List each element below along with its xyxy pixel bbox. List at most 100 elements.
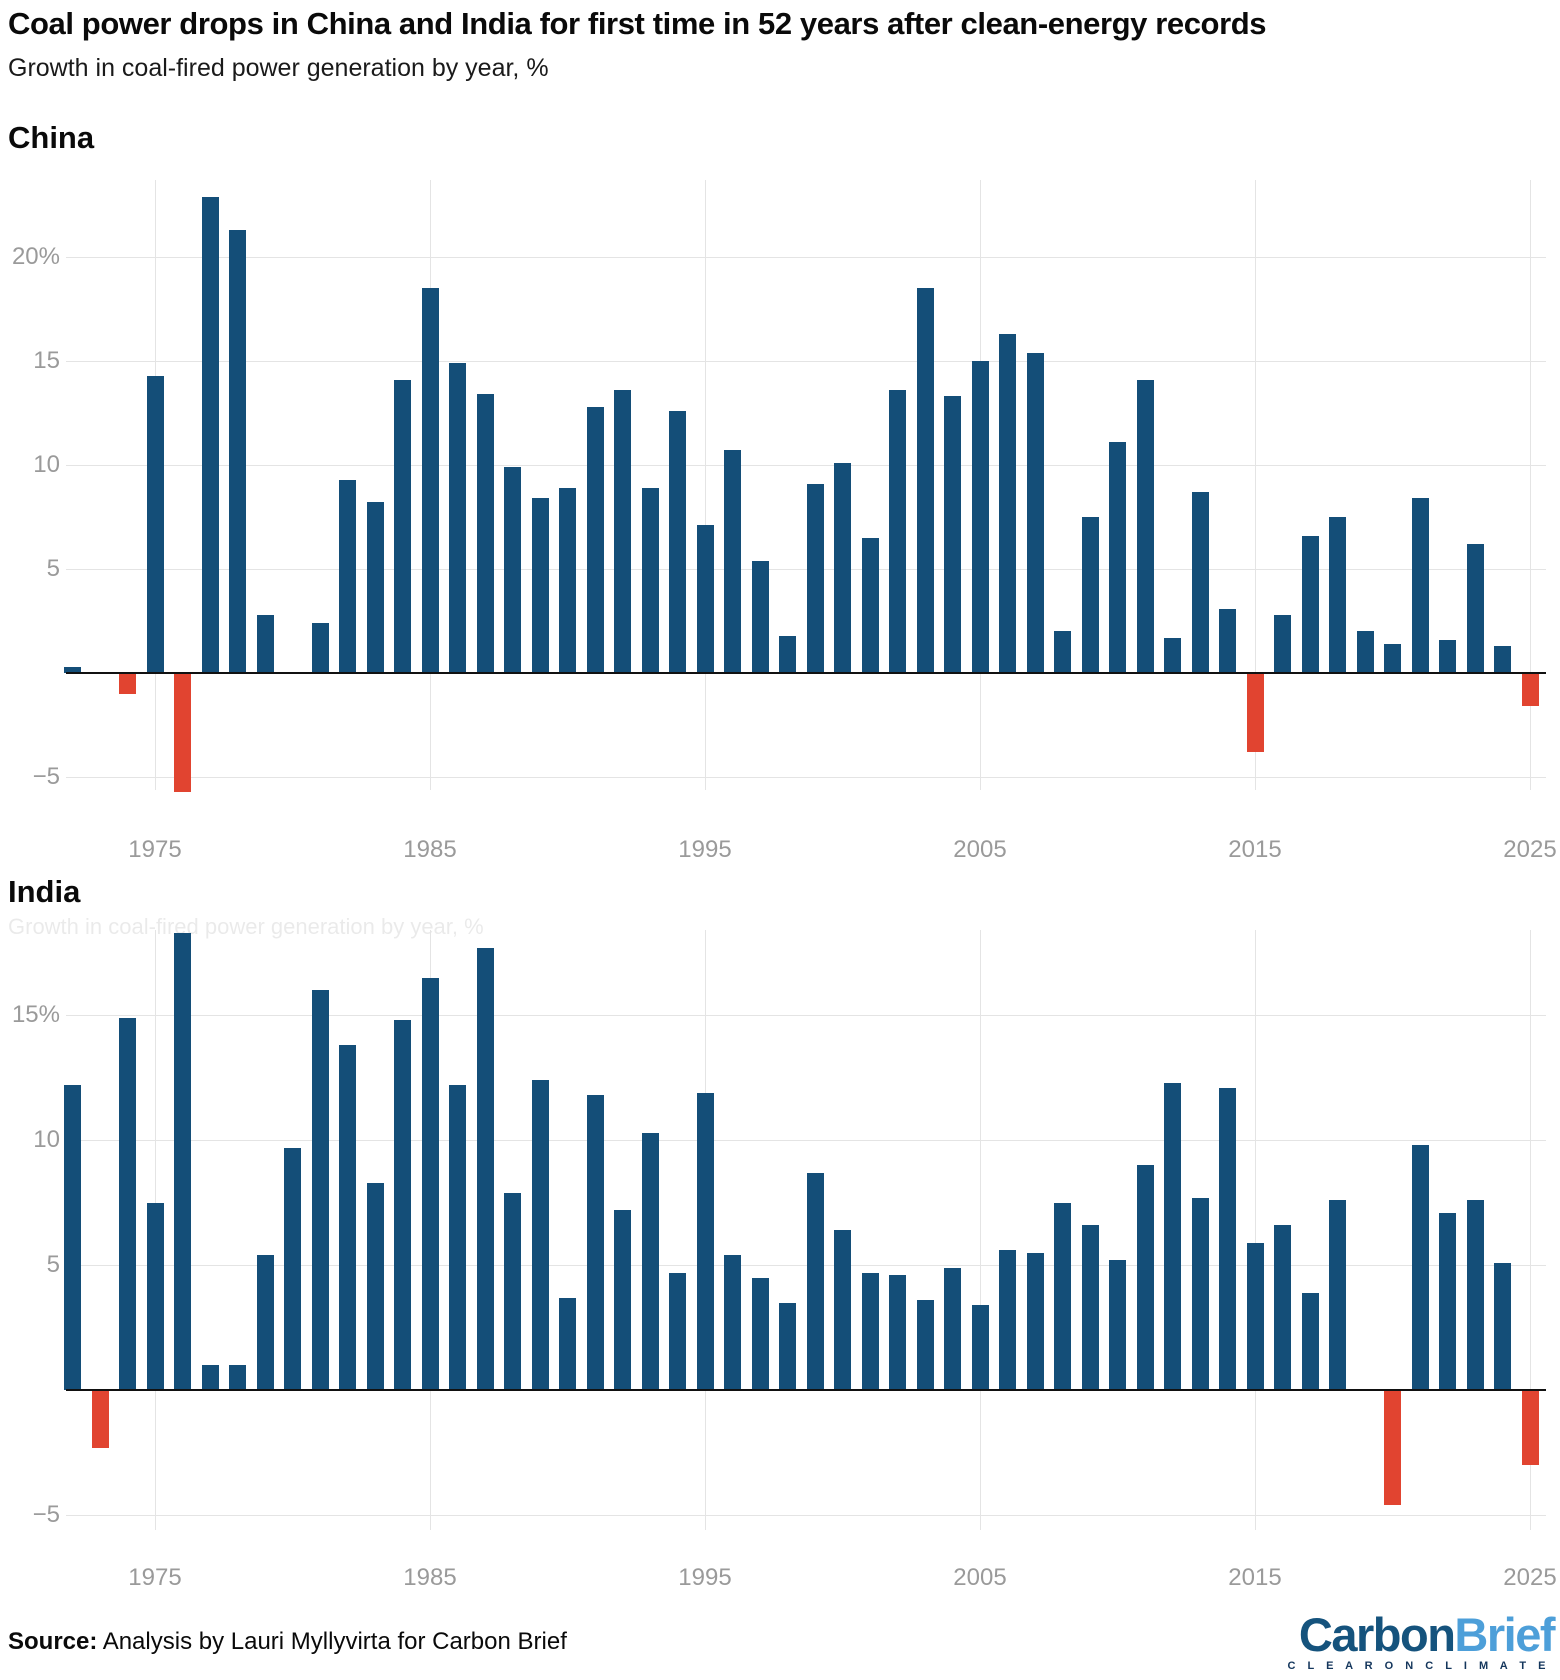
- china-bar-2022: [1439, 639, 1456, 673]
- logo-tagline: C L E A R O N C L I M A T E: [1287, 1660, 1550, 1672]
- china-gridline-20: [66, 257, 1546, 258]
- india-xtick-2005: 2005: [953, 1564, 1007, 1591]
- china-vgridline-2025: [1530, 180, 1531, 790]
- india-xtick-1995: 1995: [678, 1564, 732, 1591]
- china-bar-2006: [999, 333, 1016, 673]
- china-bar-1988: [504, 467, 521, 673]
- india-chart: 15% 10 5 −5: [0, 930, 1560, 1530]
- india-gridline-10: [66, 1140, 1546, 1141]
- china-bar-2010: [1109, 442, 1126, 673]
- china-bar-1998: [779, 635, 796, 673]
- source-text: Analysis by Lauri Myllyvirta for Carbon …: [97, 1628, 567, 1655]
- india-ytick-10: 10: [33, 1126, 60, 1153]
- india-bar-1984: [394, 1020, 411, 1390]
- china-bar-1993: [641, 487, 659, 673]
- china-bar-1986: [449, 363, 466, 673]
- india-bar-2023: [1466, 1200, 1484, 1390]
- logo-brief: Brief: [1454, 1608, 1555, 1661]
- china-bar-1994: [669, 410, 686, 673]
- india-ytick--5: −5: [32, 1501, 60, 1528]
- china-zero-axis: [66, 672, 1546, 674]
- china-bar-2015: [1246, 673, 1264, 753]
- china-bar-2013: [1191, 492, 1209, 673]
- china-xaxis: 1975 1985 1995 2005 2015 2025: [0, 836, 1560, 864]
- india-section-title: India: [8, 874, 81, 909]
- china-bar-2016: [1274, 614, 1291, 673]
- india-bar-2009: [1081, 1225, 1099, 1390]
- china-gridline-10: [66, 465, 1546, 466]
- india-bar-1981: [311, 990, 329, 1390]
- china-ytick-15: 15: [33, 347, 60, 374]
- china-bar-1997: [751, 560, 769, 673]
- india-bar-1980: [284, 1147, 301, 1390]
- india-bar-2018: [1329, 1200, 1346, 1390]
- ghost-subtitle-artifact: Growth in coal-fired power generation by…: [8, 914, 484, 939]
- source-line: Source: Analysis by Lauri Myllyvirta for…: [8, 1628, 567, 1656]
- india-bar-1992: [614, 1210, 631, 1390]
- india-gridline--5: [66, 1515, 1546, 1516]
- india-bar-2010: [1109, 1260, 1126, 1390]
- india-vgridline-2025: [1530, 930, 1531, 1530]
- china-bar-2002: [889, 390, 906, 673]
- india-gridline-15: [66, 1015, 1546, 1016]
- india-bar-1979: [256, 1255, 274, 1390]
- india-bar-1987: [476, 947, 494, 1390]
- china-xtick-1975: 1975: [128, 836, 182, 863]
- china-bar-2024: [1494, 645, 1511, 673]
- source-label: Source:: [8, 1628, 98, 1655]
- india-bar-1983: [366, 1182, 384, 1390]
- china-xtick-2025: 2025: [1503, 836, 1557, 863]
- china-bar-2014: [1219, 608, 1236, 673]
- india-bar-2002: [889, 1275, 906, 1390]
- china-section-title: China: [8, 120, 95, 155]
- china-bar-1987: [476, 394, 494, 673]
- china-bar-2011: [1136, 379, 1154, 673]
- india-bar-1991: [586, 1095, 604, 1390]
- page-title: Coal power drops in China and India for …: [8, 6, 1267, 41]
- china-bar-2018: [1329, 517, 1346, 673]
- china-bar-1999: [806, 483, 824, 673]
- india-bar-1986: [449, 1085, 466, 1390]
- china-bar-1992: [614, 390, 631, 673]
- china-vgridline-2015: [1255, 180, 1256, 790]
- india-xaxis: 1975 1985 1995 2005 2015 2025: [0, 1564, 1560, 1592]
- india-bar-2017: [1301, 1292, 1319, 1390]
- india-xtick-1975: 1975: [128, 1564, 182, 1591]
- china-bar-2023: [1466, 544, 1484, 673]
- india-bar-1997: [751, 1277, 769, 1390]
- china-bar-1990: [559, 487, 576, 673]
- india-bar-2022: [1439, 1212, 1456, 1390]
- china-bar-1976: [174, 673, 191, 792]
- india-bar-1975: [146, 1202, 164, 1390]
- china-bar-1975: [146, 375, 164, 673]
- india-bar-1996: [724, 1255, 741, 1390]
- india-bar-2006: [999, 1250, 1016, 1390]
- india-bar-1988: [504, 1192, 521, 1390]
- india-vgridline-2005: [980, 930, 981, 1530]
- india-bar-1972: [64, 1085, 81, 1390]
- india-bar-2011: [1136, 1165, 1154, 1390]
- india-bar-1977: [201, 1365, 219, 1390]
- china-bar-1996: [724, 450, 741, 673]
- india-bar-1974: [119, 1017, 136, 1390]
- china-bar-2017: [1301, 535, 1319, 673]
- china-bar-1995: [696, 525, 714, 673]
- india-bar-2014: [1219, 1087, 1236, 1390]
- india-bar-1995: [696, 1092, 714, 1390]
- china-ytick-5: 5: [46, 555, 60, 582]
- china-ytick-20: 20%: [11, 243, 60, 270]
- china-bar-1989: [531, 498, 549, 673]
- china-vgridline-1995: [705, 180, 706, 790]
- india-ytick-5: 5: [46, 1251, 60, 1278]
- china-xtick-2015: 2015: [1228, 836, 1282, 863]
- india-bar-2015: [1246, 1242, 1264, 1390]
- logo-carbon: Carbon: [1298, 1608, 1456, 1661]
- india-bar-1998: [779, 1302, 796, 1390]
- china-gridline-5: [66, 569, 1546, 570]
- india-bar-2000: [834, 1230, 851, 1390]
- china-gridline-15: [66, 361, 1546, 362]
- china-gridline--5: [66, 777, 1546, 778]
- india-bar-1994: [669, 1272, 686, 1390]
- india-bar-2001: [861, 1272, 879, 1390]
- china-bar-2012: [1164, 637, 1181, 673]
